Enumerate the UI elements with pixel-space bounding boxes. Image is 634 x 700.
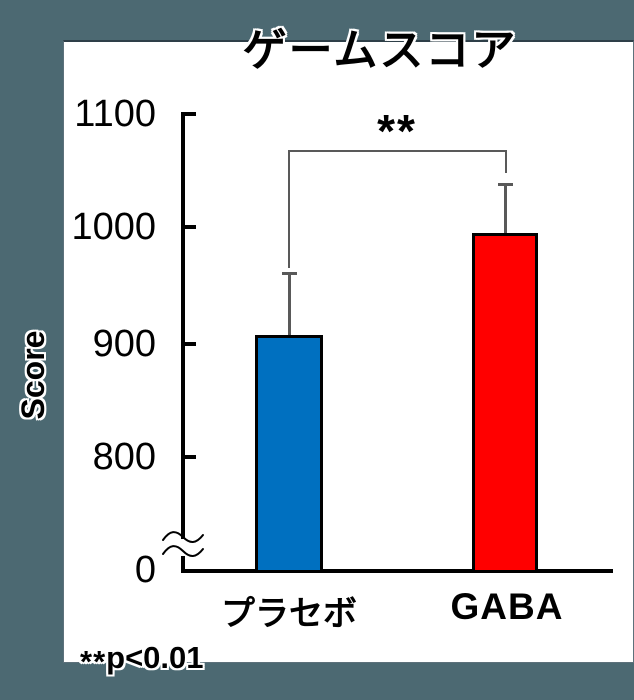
y-tick-mark — [185, 342, 196, 346]
y-tick-mark — [185, 225, 196, 229]
chart-title: ゲームスコア — [242, 26, 518, 75]
y-tick-label: 1100 — [74, 93, 156, 135]
y-tick-mark — [185, 112, 196, 116]
significance-marker: ** — [377, 105, 417, 157]
x-axis-line — [181, 569, 613, 573]
y-axis-line-lower — [181, 556, 185, 573]
chart-card — [63, 40, 634, 663]
error-bar-cap-placebo — [281, 271, 297, 275]
significance-bracket — [288, 150, 507, 152]
significance-bracket-right-leg — [505, 150, 507, 173]
y-tick-mark — [185, 455, 196, 459]
error-bar-cap-gaba — [497, 182, 513, 186]
y-tick-label: 800 — [92, 436, 156, 478]
error-bar-gaba — [503, 183, 507, 236]
y-tick-label: 1000 — [71, 206, 156, 248]
footnote-text: p<0.01 — [106, 640, 204, 675]
footnote: **p<0.01 — [80, 640, 204, 680]
x-category-label-gaba: GABA — [450, 586, 564, 627]
bar-placebo — [255, 334, 323, 573]
y-axis-line-upper — [181, 112, 185, 539]
bar-gaba — [472, 232, 538, 573]
significance-bracket-left-leg — [288, 150, 290, 268]
x-category-label-placebo: プラセボ — [221, 595, 357, 633]
axis-break-icon — [162, 531, 204, 557]
footnote-significance-marker: ** — [80, 644, 107, 680]
y-tick-label: 900 — [92, 323, 156, 365]
y-tick-label: 0 — [134, 549, 156, 591]
error-bar-placebo — [287, 272, 291, 338]
